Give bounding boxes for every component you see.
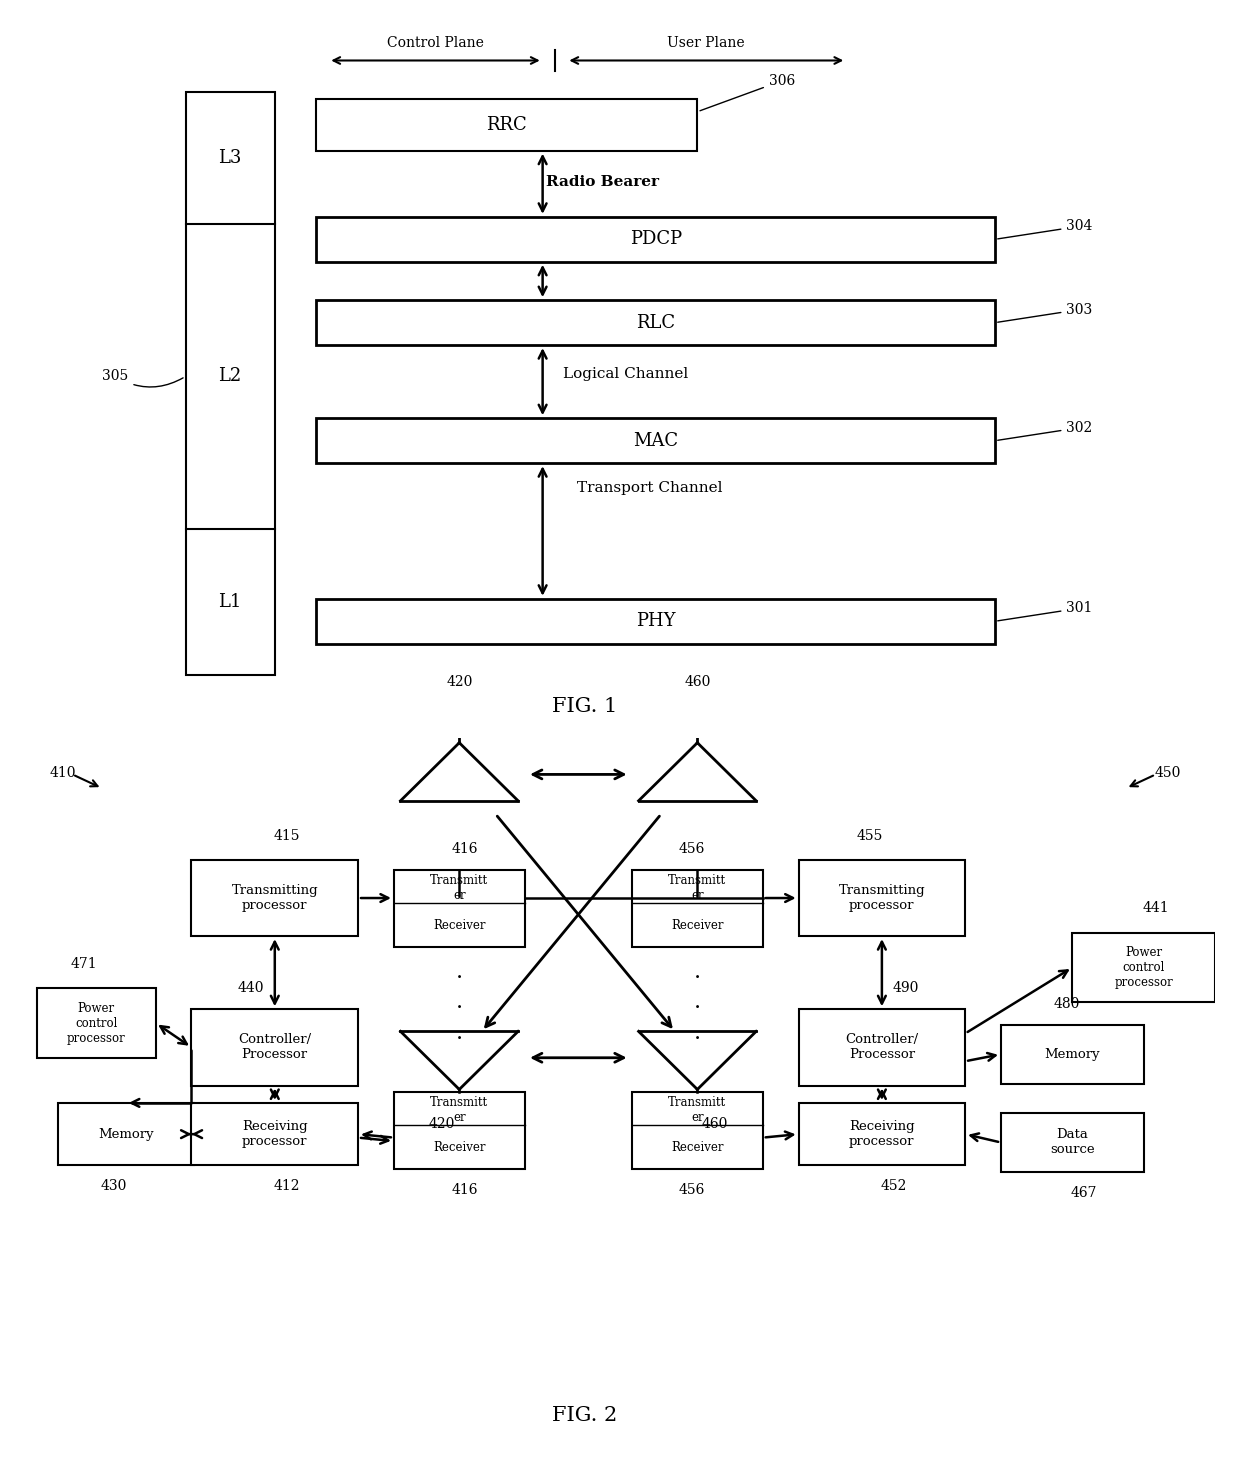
Text: PDCP: PDCP: [630, 231, 682, 249]
Bar: [37, 988, 156, 1058]
Text: 467: 467: [1071, 1186, 1097, 1200]
Text: Transmitt
er: Transmitt er: [430, 1096, 489, 1124]
Text: .
.
.: . . .: [694, 961, 701, 1044]
Text: 460: 460: [684, 675, 711, 689]
Text: Transmitt
er: Transmitt er: [668, 1096, 727, 1124]
Text: Transport Channel: Transport Channel: [577, 481, 723, 494]
Bar: [316, 300, 994, 345]
Text: Transmitting
processor: Transmitting processor: [232, 885, 319, 912]
Text: L3: L3: [218, 149, 242, 167]
Text: FIG. 2: FIG. 2: [552, 1406, 618, 1425]
Text: Power
control
processor: Power control processor: [67, 1001, 125, 1044]
Bar: [191, 860, 358, 936]
Text: 304: 304: [998, 219, 1092, 238]
Text: 420: 420: [428, 1117, 455, 1130]
Text: Data
source: Data source: [1050, 1129, 1095, 1156]
Text: Transmitt
er: Transmitt er: [668, 874, 727, 902]
Bar: [394, 870, 525, 947]
Bar: [1001, 1113, 1143, 1173]
Text: Receiver: Receiver: [433, 918, 486, 931]
Text: 305: 305: [102, 370, 184, 387]
Text: 303: 303: [998, 303, 1092, 322]
Text: .
.
.: . . .: [456, 961, 463, 1044]
Text: 490: 490: [893, 981, 919, 996]
Bar: [316, 599, 994, 643]
Text: 452: 452: [880, 1180, 906, 1193]
Text: 306: 306: [701, 73, 795, 111]
Text: RLC: RLC: [636, 314, 676, 332]
Bar: [191, 1102, 358, 1165]
Text: Control Plane: Control Plane: [387, 37, 484, 50]
Bar: [632, 1092, 763, 1170]
Text: Receiver: Receiver: [671, 1140, 724, 1154]
Bar: [316, 418, 994, 463]
Text: 456: 456: [678, 1183, 704, 1197]
Text: 416: 416: [453, 842, 479, 857]
Text: Transmitting
processor: Transmitting processor: [838, 885, 925, 912]
Text: Logical Channel: Logical Channel: [563, 367, 688, 382]
Text: Radio Bearer: Radio Bearer: [546, 175, 658, 189]
Text: MAC: MAC: [634, 431, 678, 450]
Text: 302: 302: [998, 421, 1092, 440]
Text: Receiving
processor: Receiving processor: [242, 1120, 308, 1148]
Bar: [57, 1102, 195, 1165]
Text: 450: 450: [1154, 766, 1180, 781]
Bar: [799, 860, 965, 936]
Text: RRC: RRC: [486, 115, 527, 133]
Bar: [191, 1009, 358, 1085]
Text: Controller/
Processor: Controller/ Processor: [238, 1034, 311, 1061]
Text: Memory: Memory: [1044, 1048, 1100, 1061]
Text: FIG. 1: FIG. 1: [552, 697, 618, 716]
Text: 430: 430: [100, 1180, 128, 1193]
Text: 301: 301: [998, 601, 1092, 621]
Bar: [632, 870, 763, 947]
Text: User Plane: User Plane: [667, 37, 745, 50]
Text: Controller/
Processor: Controller/ Processor: [846, 1034, 919, 1061]
Text: 415: 415: [274, 829, 300, 842]
Text: Memory: Memory: [98, 1127, 154, 1140]
Bar: [799, 1009, 965, 1085]
Text: Receiver: Receiver: [433, 1140, 486, 1154]
Text: 440: 440: [238, 981, 264, 996]
Text: 456: 456: [678, 842, 704, 857]
Bar: [1073, 933, 1215, 1003]
Text: 460: 460: [702, 1117, 728, 1130]
Text: L2: L2: [218, 367, 242, 386]
Bar: [186, 92, 275, 675]
Text: Transmitt
er: Transmitt er: [430, 874, 489, 902]
Text: 416: 416: [453, 1183, 479, 1197]
Text: 480: 480: [1053, 997, 1080, 1010]
Text: 441: 441: [1142, 902, 1169, 915]
Text: L1: L1: [218, 594, 242, 611]
Bar: [799, 1102, 965, 1165]
Text: Power
control
processor: Power control processor: [1115, 946, 1173, 988]
Text: Receiving
processor: Receiving processor: [849, 1120, 915, 1148]
Text: Receiver: Receiver: [671, 918, 724, 931]
Text: PHY: PHY: [636, 613, 676, 630]
Text: 412: 412: [274, 1180, 300, 1193]
Bar: [316, 99, 697, 151]
Text: 410: 410: [50, 766, 76, 781]
Text: 420: 420: [446, 675, 472, 689]
Text: 455: 455: [857, 829, 883, 842]
Bar: [1001, 1025, 1143, 1083]
Bar: [394, 1092, 525, 1170]
Bar: [316, 216, 994, 262]
Text: 471: 471: [71, 958, 98, 971]
